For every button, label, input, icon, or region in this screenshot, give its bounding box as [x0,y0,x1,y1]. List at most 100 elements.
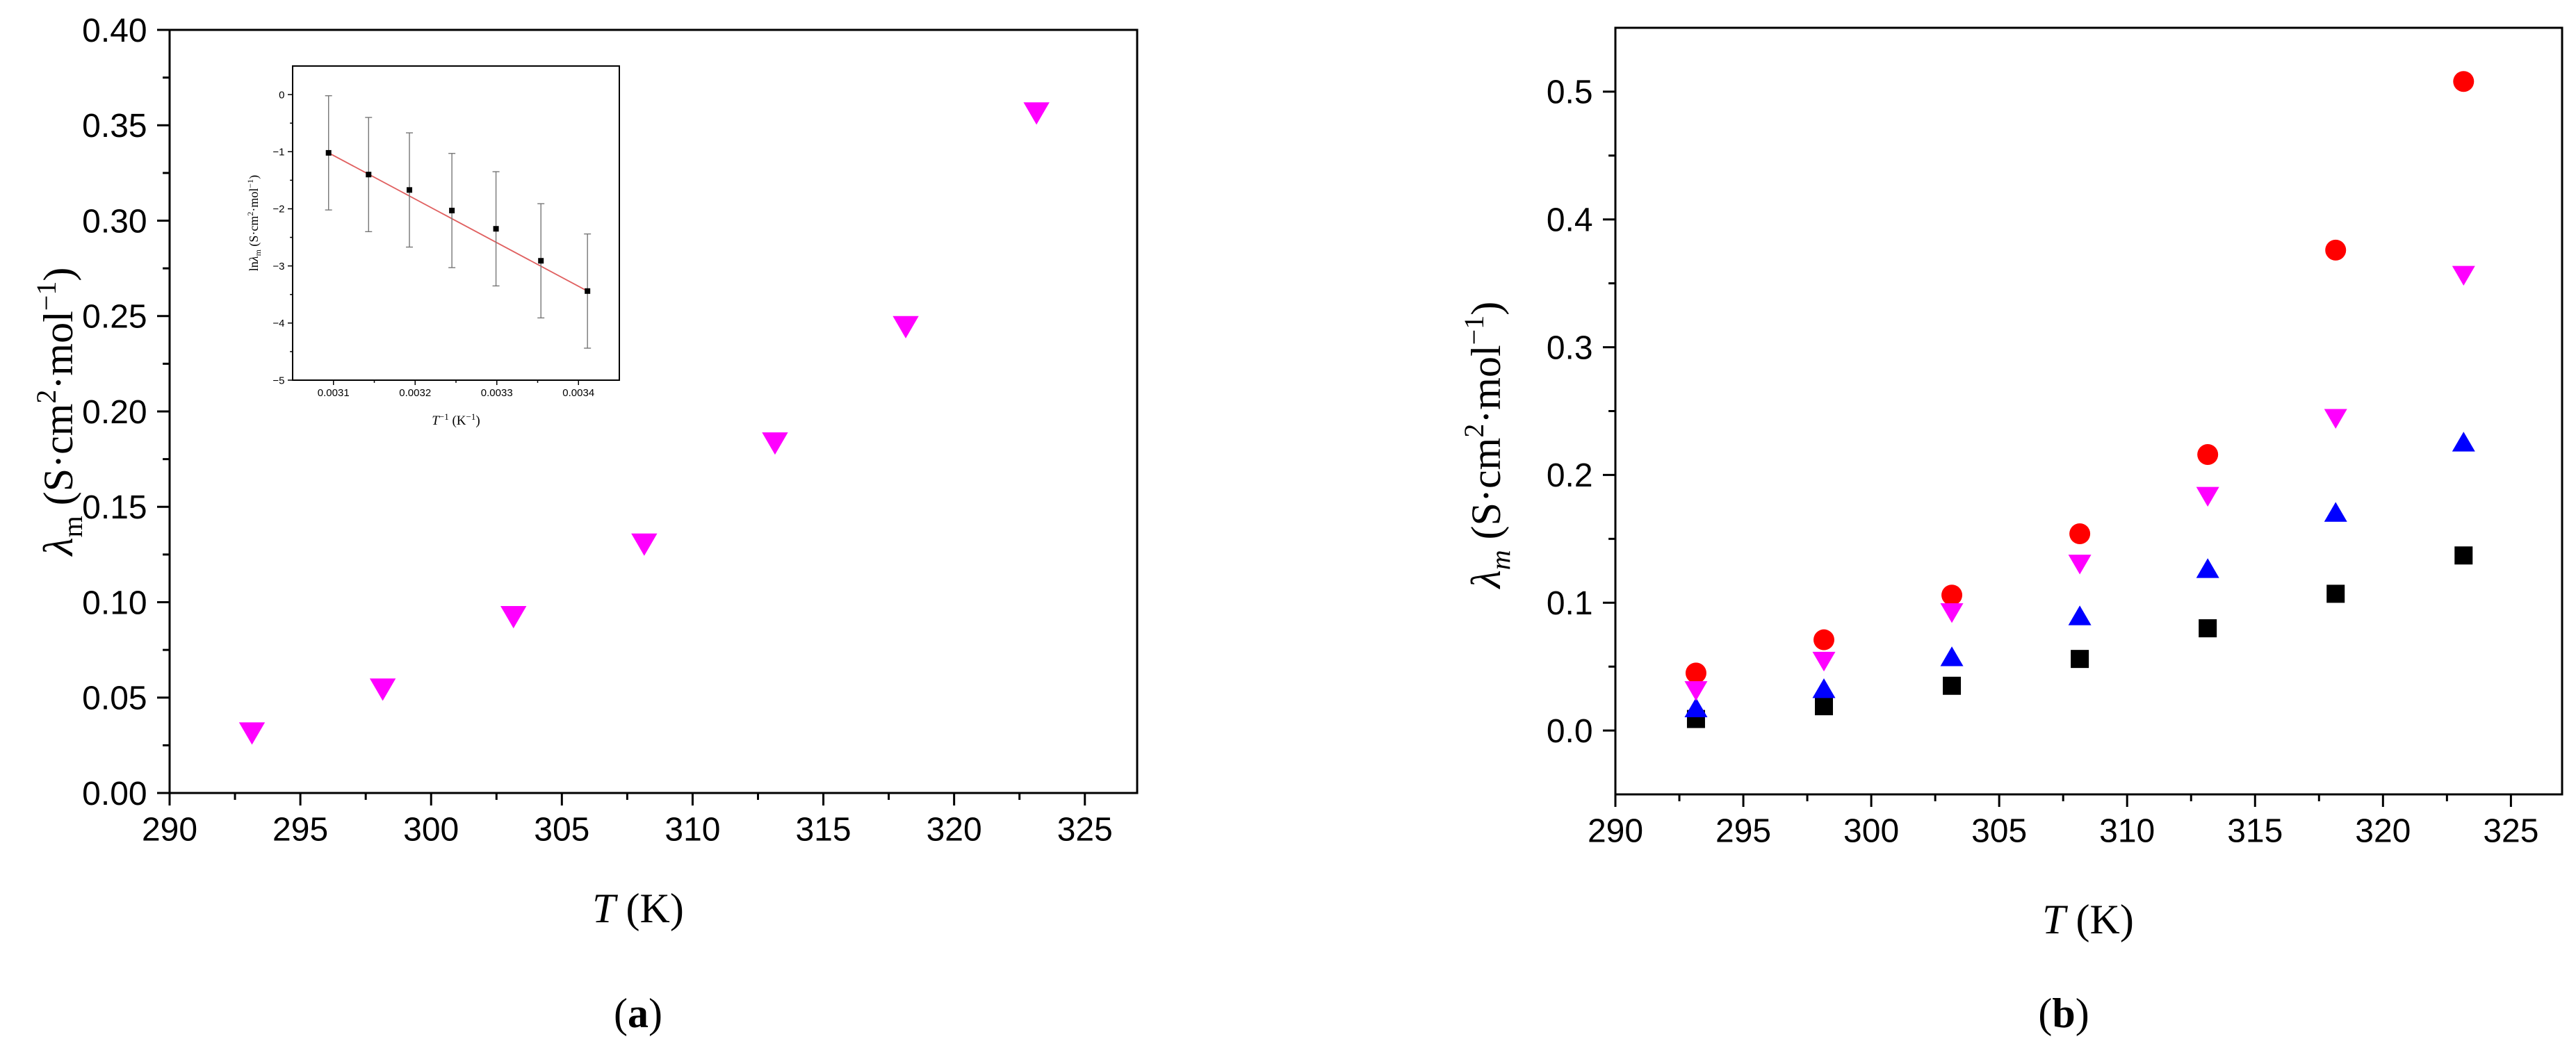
x-tick-label: 310 [2099,812,2155,849]
x-tick-label: 305 [534,811,589,848]
y-tick-label: 0.40 [82,13,147,49]
panel-a-ticks: 290 295 300 305 310 315 320 325 0.00 0.05 0.10 0.15… [82,13,1113,849]
data-point [2069,523,2091,544]
inset-data-point [493,226,499,232]
y-tick-label: −2 [272,204,284,215]
inset-ticks: 0.0031 0.0032 0.0033 0.0034 0 −1 −2 −3 −4 −5 [272,89,594,398]
x-tick-label: 300 [1843,812,1899,849]
panel-b-plot-frame [1614,26,2563,796]
panel-a-inset: 0.0031 0.0032 0.0033 0.0034 0 −1 −2 −3 −4 −5 lnλm… [245,65,620,428]
x-tick-label: 0.0033 [481,387,513,399]
y-tick-label: 0.20 [82,394,147,431]
x-tick-label: 295 [1715,812,1771,849]
inset-xlabel: T−1 (K−1) [432,411,480,428]
y-tick-label: 0.35 [82,108,147,145]
panel-b: 290 295 300 305 310 315 320 325 0.0 0.1 0.2 0.3 0.4 0… [1458,26,2563,1036]
data-point [892,316,919,338]
y-tick-label: −1 [272,147,284,158]
y-tick-label: 0 [279,89,284,101]
y-tick-label: 0.10 [82,584,147,621]
y-tick-label: 0.15 [82,489,147,526]
data-point [1812,651,1836,672]
x-tick-label: 310 [665,811,720,848]
panel-a-xlabel: T (K) [592,885,684,931]
data-point [2197,444,2219,466]
inset-data-point [366,172,372,178]
y-tick-label: 0.3 [1547,329,1593,366]
y-tick-label: 0.1 [1547,585,1593,622]
inset-ylabel: lnλm (S·cm2·mol−1) [245,175,263,271]
x-tick-label: 320 [2355,812,2411,849]
x-tick-label: 320 [927,811,982,848]
data-point [1943,676,1962,695]
data-point [762,432,788,455]
data-point [1940,603,1964,623]
data-point [631,533,658,556]
y-tick-label: 0.00 [82,776,147,812]
inset-plot-frame [292,65,620,381]
x-tick-label: 0.0031 [318,387,350,399]
x-tick-label: 300 [403,811,459,848]
y-tick-label: 0.5 [1547,74,1593,111]
panel-b-ticks: 290 295 300 305 310 315 320 325 0.0 0.1 0.2 0.3 0.4 0… [1547,74,2539,850]
inset-marks [325,95,592,349]
data-point [2453,71,2475,92]
data-point [2452,432,2475,452]
data-point [2324,409,2347,429]
data-point [369,678,396,701]
panel-a-marks [238,102,1050,745]
inset-data-point [538,258,544,264]
x-tick-label: 290 [1588,812,1643,849]
data-point [238,722,266,745]
x-tick-label: 305 [1971,812,2027,849]
data-point [2452,265,2475,286]
y-tick-label: −5 [272,375,284,386]
x-tick-label: 0.0032 [399,387,431,399]
x-tick-label: 325 [1057,811,1113,848]
panel-a-label: (a) [614,990,662,1036]
panel-b-marks [1684,71,2475,728]
panel-b-label: (b) [2038,990,2089,1036]
data-point [2325,239,2347,261]
data-point [2068,555,2092,575]
data-point [2196,558,2219,578]
inset-data-point [325,149,332,156]
y-tick-label: 0.2 [1547,457,1593,494]
inset-data-point [407,187,413,193]
x-tick-label: 315 [795,811,851,848]
data-point [2324,502,2347,522]
y-tick-label: 0.4 [1547,202,1593,239]
inset-data-point [449,207,455,213]
data-point [1813,629,1835,651]
data-point [500,605,527,629]
x-tick-label: 325 [2483,812,2538,849]
data-point [2071,650,2089,669]
x-tick-label: 295 [272,811,328,848]
data-point [1812,678,1836,698]
data-point [2068,605,2092,625]
data-point [1023,102,1050,125]
data-point [2196,486,2219,507]
y-tick-label: 0.0 [1547,713,1593,750]
data-point [1685,662,1706,684]
y-tick-label: −3 [272,261,284,272]
data-point [1684,681,1708,701]
inset-fit-line [328,152,588,292]
data-point [2199,619,2217,638]
x-tick-label: 0.0034 [562,387,594,399]
data-point [2326,584,2345,603]
data-point [1815,697,1834,716]
x-tick-label: 315 [2227,812,2283,849]
y-tick-label: 0.25 [82,299,147,336]
y-tick-label: 0.30 [82,203,147,240]
data-point [1941,584,1963,606]
x-tick-label: 290 [142,811,197,848]
y-tick-label: 0.05 [82,680,147,717]
panel-b-ylabel: λm (S·cm2·mol−1) [1458,302,1516,589]
data-point [1684,697,1708,717]
y-tick-label: −4 [272,318,284,329]
panel-a-ylabel: λm (S·cm2·mol−1) [31,268,88,557]
data-point [1940,646,1964,666]
inset-data-point [585,288,591,294]
data-point [2454,546,2473,565]
